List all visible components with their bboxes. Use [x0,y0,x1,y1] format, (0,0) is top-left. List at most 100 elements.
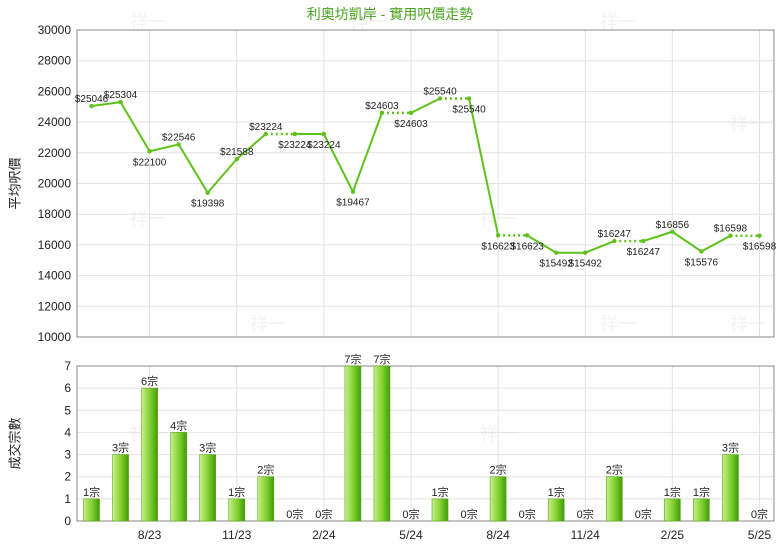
price-line-segment [91,101,121,108]
price-ytick-label: 24000 [38,115,72,129]
watermark-text: 祥一 [130,12,166,33]
price-line-segment [671,230,702,253]
count-bar [605,476,623,522]
watermark-text: 祥一 [730,314,766,335]
price-point [583,250,588,255]
price-point [670,229,675,234]
count-ytick-label: 1 [64,492,71,506]
count-data-label: 7宗 [373,352,390,366]
price-data-label: $25046 [75,94,109,105]
count-data-label: 3宗 [112,441,129,455]
price-point [118,99,123,105]
price-data-label: $23224 [249,122,283,133]
price-line-segment [119,101,151,152]
count-data-label: 1宗 [228,485,245,499]
price-line-segment [584,240,615,254]
count-data-label: 0宗 [461,507,478,521]
price-point [641,238,646,244]
price-data-label: $19398 [191,199,225,210]
price-data-label: $21588 [220,147,254,158]
price-line-segment [236,133,267,160]
price-line-segment [468,98,500,236]
price-line-segment [206,158,238,194]
count-plot-frame [76,365,775,522]
price-ytick-label: 12000 [38,299,72,313]
count-ytick-label: 7 [64,359,71,373]
price-data-label: $22100 [133,157,167,168]
price-point [176,142,181,147]
price-ytick-label: 30000 [38,23,72,37]
price-ytick-label: 22000 [38,146,72,160]
price-data-label: $24603 [365,101,399,112]
price-line-segment [700,234,731,253]
xtick-label: 8/23 [138,528,162,542]
price-line-segment [149,143,179,153]
xtick-label: 8/24 [486,528,510,542]
count-data-label: 1宗 [664,485,681,499]
xtick-label: 11/24 [571,528,600,542]
count-data-label: 1宗 [83,485,100,499]
xtick-label: 11/23 [222,528,251,542]
count-ytick-label: 6 [64,381,71,395]
count-bar [83,498,100,522]
count-data-label: 7宗 [344,352,361,366]
price-point [553,250,559,255]
price-ytick-label: 18000 [38,207,72,221]
xtick-label: 2/25 [661,528,685,542]
count-bar [664,498,681,522]
watermark-text: 祥一 [130,209,166,230]
price-ytick-label: 26000 [38,84,72,98]
count-bar [141,387,158,522]
price-point [728,233,733,238]
price-data-label: $16247 [598,229,632,240]
count-data-label: 4宗 [170,418,187,432]
price-data-label: $15492 [569,259,603,270]
price-point [350,189,356,194]
price-point [612,238,617,244]
price-data-label: $16247 [627,247,661,258]
price-ytick-label: 10000 [38,330,72,344]
price-point [524,233,530,238]
watermark-text: 祥一 [600,12,636,33]
price-point [263,131,268,137]
count-data-label: 1宗 [548,485,565,499]
count-data-label: 2宗 [606,463,623,477]
count-data-label: 6宗 [141,374,158,388]
count-data-label: 0宗 [315,507,332,521]
price-data-label: $15492 [540,259,574,270]
xtick-label: 2/24 [312,528,336,542]
price-line-segment [322,133,354,193]
price-ytick-label: 16000 [38,238,72,252]
price-plot-frame [76,29,775,338]
count-bar [431,498,449,522]
price-point [89,103,94,109]
count-bar [257,476,275,522]
count-bar [489,476,507,522]
price-data-label: $16623 [481,241,515,252]
price-data-label: $23224 [278,140,312,151]
price-line-segment [177,143,209,194]
price-data-label: $22546 [162,132,196,143]
price-line-segment [351,112,383,193]
price-data-label: $16856 [656,220,690,231]
count-data-label: 0宗 [519,507,536,521]
price-point [147,149,152,154]
count-data-label: 2宗 [490,463,507,477]
count-bar [170,432,187,522]
price-point [234,156,239,162]
price-ytick-label: 20000 [38,177,72,191]
count-data-label: 0宗 [751,507,768,521]
price-data-label: $24603 [394,119,428,130]
price-data-label: $25540 [423,86,457,97]
price-line-segment [643,230,673,243]
count-data-label: 2宗 [257,463,274,477]
price-point [466,96,472,101]
count-data-label: 1宗 [431,485,448,499]
price-point [205,190,210,195]
count-bar [722,454,739,522]
count-bar [693,498,710,522]
price-line-segment [410,97,441,114]
count-data-label: 1宗 [693,485,710,499]
price-point [757,233,762,238]
